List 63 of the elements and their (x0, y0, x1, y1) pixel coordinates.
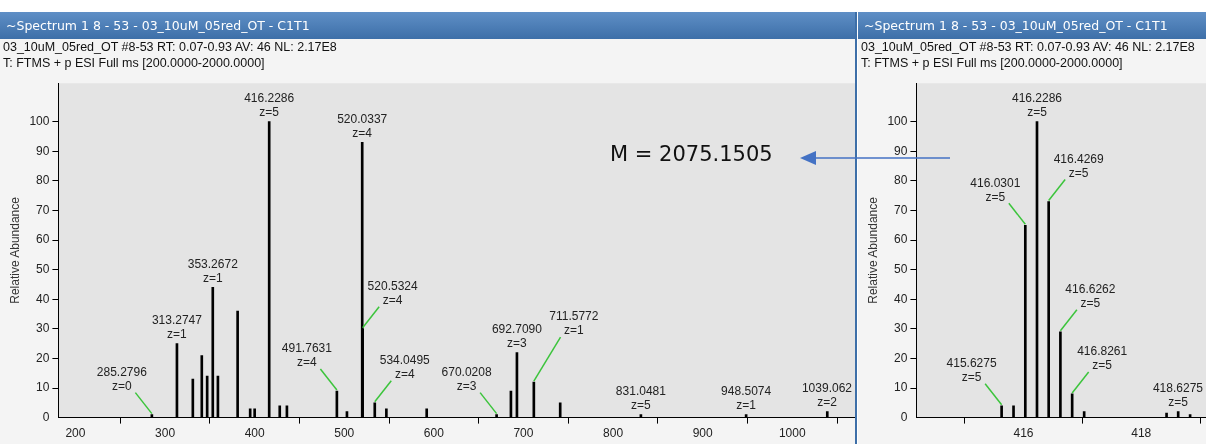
y-axis-title: Relative Abundance (865, 196, 880, 304)
y-tick-label: 10 (36, 380, 50, 395)
annotation: 418.6275 z=5 (1152, 380, 1204, 409)
y-tick-label: 30 (894, 321, 908, 336)
y-tick-label: 70 (894, 202, 908, 217)
x-tick-label: 200 (65, 426, 86, 441)
chart-title: ~Spectrum 1 8 - 53 - 03_10uM_05red_OT - C1T1 (0, 12, 855, 39)
x-tick-label: 900 (692, 426, 714, 441)
y-tick-label: 80 (894, 173, 908, 188)
y-axis-title: Relative Abundance (7, 196, 22, 304)
x-tick-label: 800 (603, 426, 624, 441)
annotation: 416.0301 z=5 (970, 175, 1021, 204)
y-tick-label: 90 (894, 143, 908, 158)
annotation: M = 2075.1505 (610, 142, 773, 166)
annotation: 520.0337 z=4 (337, 111, 388, 140)
y-tick-label: 50 (36, 261, 50, 276)
annotation: 285.2796 z=0 (96, 364, 148, 393)
y-tick-label: 60 (894, 232, 908, 247)
y-tick-label: 40 (894, 291, 908, 306)
annotation: 313.2747 z=1 (151, 312, 203, 341)
y-tick-label: 0 (42, 409, 50, 424)
annotation: 670.0208 z=3 (441, 364, 492, 393)
text: T: FTMS + p ESI Full ms [200.0000-2000.0000] (861, 55, 1124, 71)
x-tick-label: 600 (423, 426, 445, 441)
chart-subtitle: 03_10uM_05red_OT #8-53 RT: 0.07-0.93 AV: 46 NL: 2.17E8 (3, 39, 338, 55)
annotation: 491.7631 z=4 (281, 341, 333, 370)
annotation: 416.2286 z=5 (1011, 90, 1063, 119)
y-tick-label: 80 (36, 173, 50, 188)
annotation: 1039.062 z=2 (801, 380, 853, 409)
x-tick-label: 416 (1013, 426, 1034, 441)
annotation: 520.5324 z=4 (367, 279, 418, 308)
y-tick-label: 30 (36, 321, 50, 336)
y-tick-label: 70 (36, 202, 50, 217)
annotation: 948.5074 z=1 (721, 383, 772, 412)
y-tick-label: 10 (894, 380, 908, 395)
y-tick-label: 100 (887, 113, 908, 128)
annotation: 353.2672 z=1 (187, 256, 239, 285)
text: T: FTMS + p ESI Full ms [200.0000-2000.0000] (3, 55, 266, 71)
y-tick-label: 40 (36, 291, 50, 306)
x-tick-label: 400 (244, 426, 265, 441)
y-tick-label: 20 (36, 350, 50, 365)
x-tick-label: 700 (513, 426, 534, 441)
x-tick-label: 418 (1131, 426, 1152, 441)
annotation: 416.2286 z=5 (244, 90, 295, 119)
chart-title: ~Spectrum 1 8 - 53 - 03_10uM_05red_OT - C1T1 (858, 12, 1206, 39)
annotation: 534.0495 z=4 (379, 353, 431, 382)
annotation: 831.0481 z=5 (615, 383, 667, 412)
y-tick-label: 90 (36, 143, 50, 158)
y-tick-label: 50 (894, 261, 908, 276)
annotation: 416.6262 z=5 (1065, 282, 1116, 311)
x-tick-label: 1000 (778, 426, 806, 441)
x-tick-label: 500 (334, 426, 355, 441)
y-tick-label: 100 (29, 113, 50, 128)
y-tick-label: 0 (900, 409, 908, 424)
annotation: 416.8261 z=5 (1077, 344, 1128, 373)
annotation: 416.4269 z=5 (1053, 151, 1105, 180)
chart-subtitle: 03_10uM_05red_OT #8-53 RT: 0.07-0.93 AV: 46 NL: 2.17E8 (861, 39, 1196, 55)
annotation: 415.6275 z=5 (946, 356, 997, 385)
x-tick-label: 300 (155, 426, 176, 441)
annotation: 711.5772 z=1 (549, 309, 599, 338)
y-tick-label: 60 (36, 232, 50, 247)
annotation: 692.7090 z=3 (491, 321, 543, 350)
y-tick-label: 20 (894, 350, 908, 365)
